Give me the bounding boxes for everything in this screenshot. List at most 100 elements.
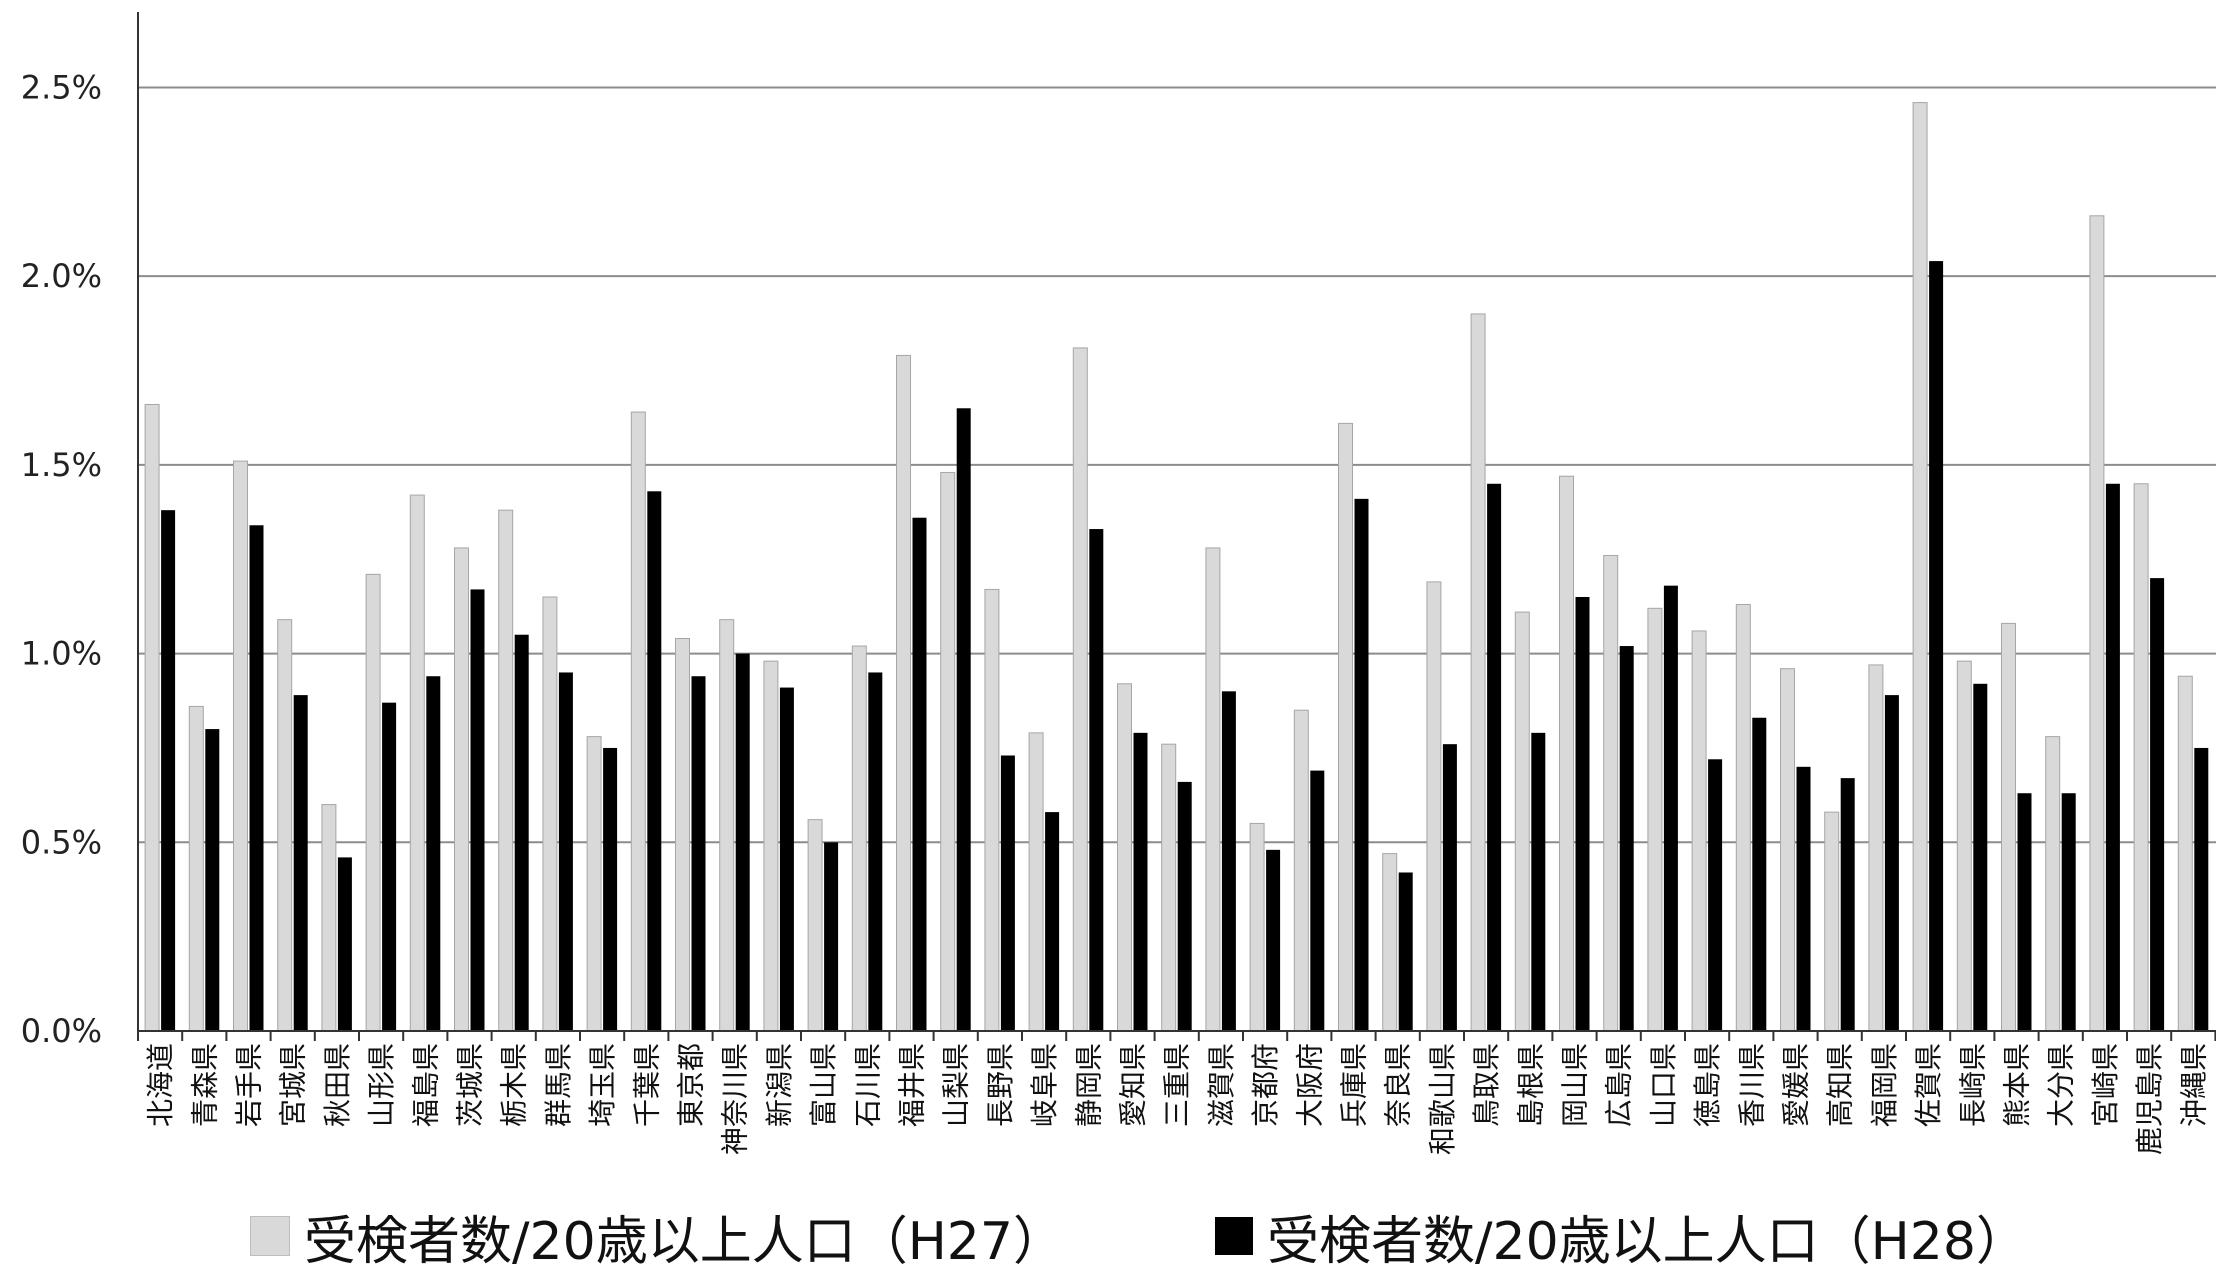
bar-h27 [586, 736, 602, 1032]
legend-label: 受検者数/20歳以上人口（H27） [304, 1211, 1065, 1272]
legend-item: 受検者数/20歳以上人口（H28） [1214, 1199, 2028, 1274]
x-tick-label: 長崎県 [1956, 1043, 1989, 1127]
bar-h27 [940, 471, 956, 1032]
y-tick-label: 2.0% [21, 257, 102, 295]
x-tick-label: 福島県 [409, 1043, 442, 1127]
x-tick-label: 高知県 [1824, 1043, 1857, 1127]
x-tick-label: 鹿児島県 [2133, 1043, 2166, 1155]
bar-h28 [1221, 691, 1236, 1031]
x-tick-label: 岩手県 [233, 1043, 266, 1127]
x-tick-label: 石川県 [851, 1043, 884, 1127]
bar-h27 [188, 705, 204, 1032]
bar-h27 [454, 547, 469, 1032]
x-tick-label: 宮城県 [277, 1043, 310, 1127]
bar-h27 [1426, 581, 1442, 1032]
bar-h28 [470, 589, 485, 1031]
bar-h28 [1266, 849, 1281, 1031]
bar-h28 [337, 857, 352, 1031]
bar-h27 [1382, 853, 1398, 1032]
bar-h27 [1514, 611, 1530, 1032]
bar-chart: 0.0% 0.5% 1.0% 1.5% 2.0% 2.5% 北海道 青森県 岩手県 宮城県 秋田県… [21, 12, 2216, 1155]
bar-h27 [1824, 811, 1840, 1032]
bar-h27 [1161, 743, 1177, 1032]
x-tick-label: 三重県 [1161, 1043, 1194, 1127]
bar-h27 [807, 819, 823, 1032]
bar-h28 [1531, 732, 1546, 1031]
x-tick-label: 群馬県 [542, 1043, 575, 1127]
bar-h27 [1117, 683, 1132, 1032]
bar-h28 [1089, 529, 1104, 1031]
bar-h28 [1929, 261, 1944, 1032]
x-tick-label: 広島県 [1603, 1043, 1636, 1127]
x-tick-label: 和歌山県 [1426, 1043, 1459, 1155]
x-tick-label: 福岡県 [1868, 1043, 1901, 1127]
bar-h28 [603, 747, 618, 1031]
bar-h27 [2045, 736, 2061, 1032]
bar-h27 [675, 637, 690, 1032]
bar-h27 [2177, 675, 2193, 1032]
bar-h28 [1487, 483, 1502, 1031]
bar-h28 [249, 525, 264, 1031]
y-tick-label: 2.5% [21, 68, 102, 106]
bar-h28 [1575, 596, 1590, 1031]
bar-h28 [1708, 759, 1723, 1031]
x-tick-label: 岡山県 [1559, 1043, 1592, 1127]
bar-h28 [1398, 872, 1413, 1031]
bar-h27 [1338, 422, 1353, 1032]
legend-swatch [250, 1216, 290, 1256]
legend-swatch [1214, 1217, 1253, 1255]
bar-h27 [1205, 547, 1221, 1032]
bar-h27 [2133, 483, 2149, 1032]
bar-h28 [1663, 585, 1678, 1031]
bar-h28 [161, 510, 176, 1032]
bar-h27 [1028, 732, 1044, 1032]
legend-label: 受検者数/20歳以上人口（H28） [1266, 1211, 2028, 1272]
x-tick-label: 埼玉県 [586, 1043, 619, 1127]
bar-h27 [233, 460, 248, 1032]
bar-h28 [1045, 812, 1060, 1031]
x-tick-label: 秋田県 [321, 1043, 354, 1127]
gridlines [138, 86, 2216, 844]
bar-h28 [2194, 747, 2209, 1031]
x-tick-label: 大阪府 [1293, 1043, 1326, 1127]
bars [144, 102, 2209, 1032]
x-tick-label: 千葉県 [630, 1043, 663, 1127]
y-tick-label: 1.0% [21, 635, 102, 673]
x-tick-label: 鳥取県 [1470, 1043, 1503, 1127]
bar-h27 [1647, 607, 1663, 1032]
bar-h28 [1354, 498, 1369, 1031]
bar-h28 [1133, 732, 1148, 1031]
bar-h27 [1293, 709, 1309, 1032]
x-tick-label: 宮崎県 [2089, 1043, 2122, 1127]
x-tick-label: 富山県 [807, 1043, 840, 1127]
bar-h27 [1735, 604, 1751, 1032]
bar-h27 [321, 804, 337, 1032]
x-tick-label: 愛媛県 [1780, 1043, 1813, 1127]
bar-h28 [1310, 770, 1325, 1031]
bar-h28 [1796, 766, 1811, 1031]
bar-h27 [1912, 102, 1928, 1032]
bar-h28 [293, 695, 308, 1031]
bar-h27 [1603, 554, 1619, 1032]
x-tick-label: 山口県 [1647, 1043, 1680, 1127]
x-tick-label: 奈良県 [1382, 1043, 1415, 1127]
bar-h28 [205, 729, 220, 1031]
bar-h28 [1619, 646, 1634, 1031]
x-tick-label: 島根県 [1514, 1043, 1547, 1127]
x-tick-label: 北海道 [144, 1043, 177, 1127]
bar-h28 [382, 702, 397, 1031]
y-tick-label: 0.5% [21, 823, 102, 861]
y-axis-tick-labels: 0.0% 0.5% 1.0% 1.5% 2.0% 2.5% [21, 68, 102, 1050]
bar-h27 [984, 588, 1000, 1032]
x-tick-label: 岐阜県 [1028, 1043, 1061, 1127]
bar-h27 [851, 645, 867, 1032]
x-tick-label: 大分県 [2045, 1043, 2078, 1127]
bar-h28 [912, 517, 927, 1031]
bar-h27 [2089, 215, 2105, 1032]
bar-h27 [763, 660, 779, 1032]
bar-h28 [426, 676, 441, 1031]
bar-h27 [144, 404, 160, 1032]
bar-h28 [2017, 793, 2032, 1031]
bar-h28 [1000, 755, 1015, 1031]
x-tick-label: 滋賀県 [1205, 1043, 1238, 1127]
